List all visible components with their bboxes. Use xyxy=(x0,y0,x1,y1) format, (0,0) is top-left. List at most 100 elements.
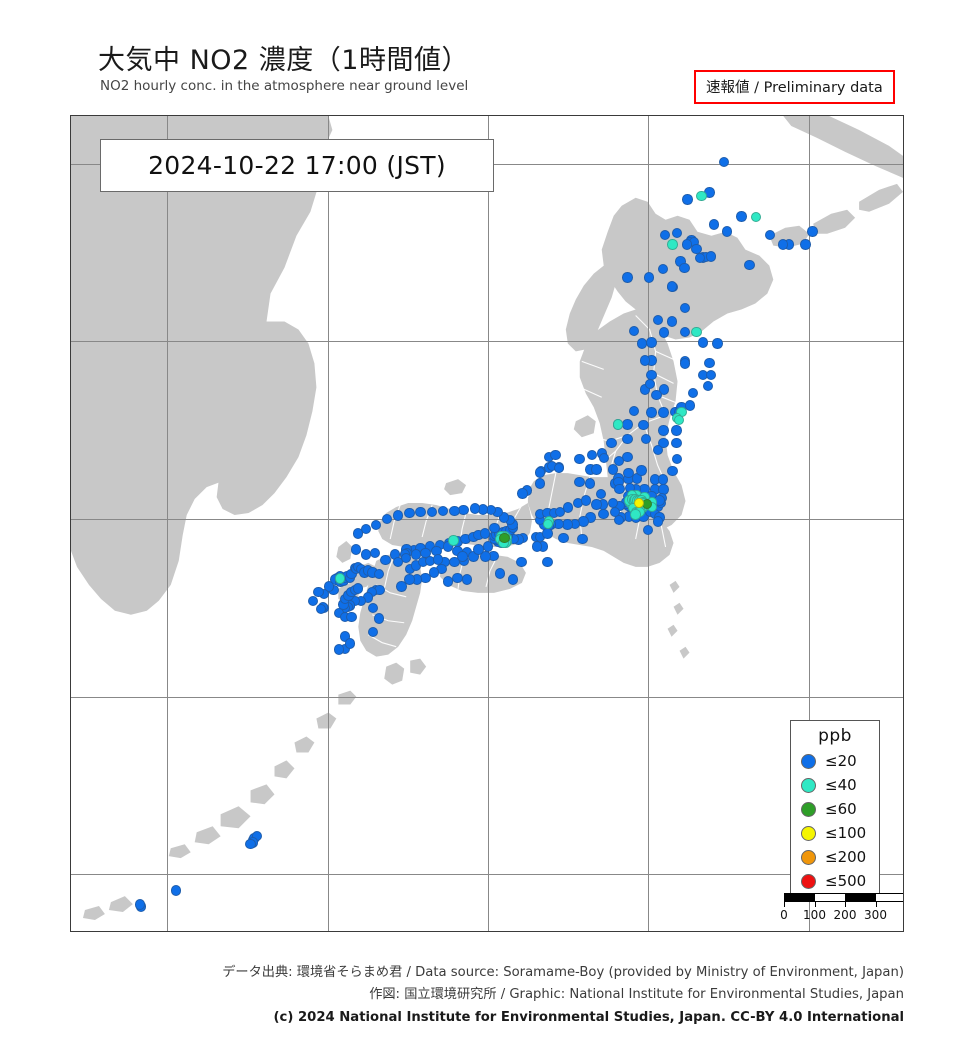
station-marker[interactable] xyxy=(350,544,362,555)
station-marker[interactable] xyxy=(489,522,500,534)
station-marker[interactable] xyxy=(673,414,685,425)
station-marker[interactable] xyxy=(680,302,691,313)
station-marker[interactable] xyxy=(800,239,811,250)
station-marker[interactable] xyxy=(448,535,459,546)
station-marker[interactable] xyxy=(392,556,404,567)
station-marker[interactable] xyxy=(622,272,633,283)
station-marker[interactable] xyxy=(313,586,324,598)
station-marker[interactable] xyxy=(367,626,379,637)
station-marker[interactable] xyxy=(702,380,713,392)
station-marker[interactable] xyxy=(543,518,554,529)
station-marker[interactable] xyxy=(622,419,633,430)
station-marker[interactable] xyxy=(553,462,565,474)
station-marker[interactable] xyxy=(658,437,669,448)
station-marker[interactable] xyxy=(652,444,664,456)
station-marker[interactable] xyxy=(680,326,691,338)
station-marker[interactable] xyxy=(657,263,668,274)
station-marker[interactable] xyxy=(381,513,393,525)
station-marker[interactable] xyxy=(598,452,610,463)
map-plot-area[interactable]: 45°N 40°N 35°N 30°N 25°N 125°E 130°E xyxy=(70,115,904,932)
station-marker[interactable] xyxy=(667,466,678,477)
station-marker[interactable] xyxy=(352,583,364,594)
station-marker[interactable] xyxy=(744,259,755,271)
station-marker[interactable] xyxy=(577,533,588,544)
station-marker[interactable] xyxy=(370,520,381,531)
station-marker[interactable] xyxy=(638,419,649,431)
station-marker[interactable] xyxy=(307,595,319,607)
station-marker[interactable] xyxy=(516,556,527,567)
station-marker[interactable] xyxy=(373,613,385,624)
station-marker[interactable] xyxy=(682,194,693,205)
station-marker[interactable] xyxy=(550,450,561,461)
station-marker[interactable] xyxy=(584,478,596,489)
station-marker[interactable] xyxy=(542,528,553,539)
station-marker[interactable] xyxy=(651,389,662,401)
station-marker[interactable] xyxy=(171,885,182,896)
station-marker[interactable] xyxy=(607,464,619,475)
station-marker[interactable] xyxy=(612,419,624,430)
station-marker[interactable] xyxy=(461,574,473,585)
station-marker[interactable] xyxy=(591,464,602,475)
station-marker[interactable] xyxy=(380,554,391,566)
station-marker[interactable] xyxy=(721,226,733,237)
station-marker[interactable] xyxy=(672,453,683,464)
station-marker[interactable] xyxy=(671,437,682,448)
station-marker[interactable] xyxy=(679,262,690,274)
station-marker[interactable] xyxy=(324,581,335,592)
station-marker[interactable] xyxy=(598,508,609,520)
station-marker[interactable] xyxy=(658,327,669,338)
station-marker[interactable] xyxy=(736,211,747,222)
station-marker[interactable] xyxy=(705,370,717,381)
station-marker[interactable] xyxy=(628,405,640,417)
station-marker[interactable] xyxy=(316,603,327,615)
station-marker[interactable] xyxy=(426,506,438,518)
station-marker[interactable] xyxy=(531,541,542,552)
station-marker[interactable] xyxy=(404,574,415,585)
station-marker[interactable] xyxy=(574,476,585,488)
station-marker[interactable] xyxy=(558,532,569,544)
station-marker[interactable] xyxy=(433,554,444,565)
station-marker[interactable] xyxy=(750,212,762,223)
station-marker[interactable] xyxy=(623,467,634,479)
station-marker[interactable] xyxy=(344,638,356,649)
station-marker[interactable] xyxy=(613,515,625,526)
station-marker[interactable] xyxy=(449,505,460,517)
station-marker[interactable] xyxy=(646,407,657,418)
station-marker[interactable] xyxy=(606,437,617,448)
station-marker[interactable] xyxy=(479,528,490,539)
station-marker[interactable] xyxy=(666,316,678,327)
station-marker[interactable] xyxy=(652,516,664,527)
station-marker[interactable] xyxy=(630,509,641,520)
station-marker[interactable] xyxy=(574,453,585,464)
station-marker[interactable] xyxy=(658,384,669,395)
station-marker[interactable] xyxy=(369,547,381,559)
station-marker[interactable] xyxy=(392,510,404,521)
station-marker[interactable] xyxy=(498,512,510,523)
station-marker[interactable] xyxy=(595,489,607,500)
station-marker[interactable] xyxy=(639,355,651,366)
station-marker[interactable] xyxy=(705,251,717,262)
station-marker[interactable] xyxy=(671,425,682,436)
station-marker[interactable] xyxy=(613,456,625,467)
station-marker[interactable] xyxy=(672,228,683,239)
station-marker[interactable] xyxy=(696,190,707,202)
station-marker[interactable] xyxy=(658,407,669,418)
station-marker[interactable] xyxy=(410,549,422,560)
station-marker[interactable] xyxy=(542,556,553,567)
station-marker[interactable] xyxy=(428,567,440,578)
station-marker[interactable] xyxy=(652,315,664,326)
station-marker[interactable] xyxy=(636,338,648,349)
station-marker[interactable] xyxy=(666,281,677,292)
station-marker[interactable] xyxy=(704,357,715,369)
station-marker[interactable] xyxy=(680,358,691,369)
station-marker[interactable] xyxy=(659,229,671,241)
station-marker[interactable] xyxy=(535,467,546,478)
station-marker[interactable] xyxy=(482,541,494,552)
station-marker[interactable] xyxy=(646,337,657,348)
station-marker[interactable] xyxy=(697,337,709,348)
station-marker[interactable] xyxy=(480,551,491,562)
station-marker[interactable] xyxy=(622,434,633,445)
station-marker[interactable] xyxy=(346,611,357,623)
station-marker[interactable] xyxy=(507,574,519,585)
station-marker[interactable] xyxy=(457,551,468,562)
